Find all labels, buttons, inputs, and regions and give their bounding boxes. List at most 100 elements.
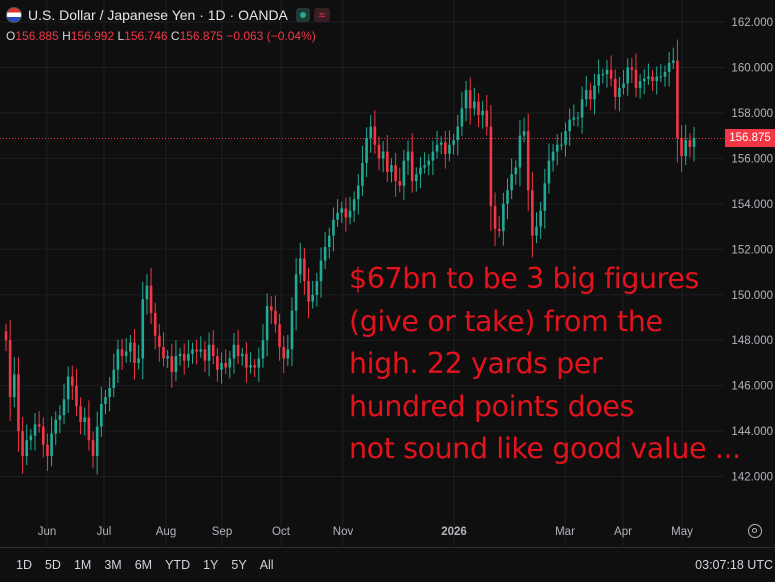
candle-body	[386, 151, 389, 173]
candle-body	[502, 203, 505, 232]
candle-body	[651, 76, 654, 82]
x-tick-label: Mar	[555, 526, 575, 538]
chart-grid	[0, 0, 725, 546]
high-value: 156.992	[70, 29, 115, 43]
candle-body	[224, 362, 227, 368]
candle-body	[622, 83, 625, 88]
y-tick-label: 148.000	[731, 335, 773, 347]
candle-body	[560, 144, 563, 146]
candle-body	[688, 140, 692, 148]
close-label: C	[170, 29, 180, 43]
candle-body	[551, 151, 555, 161]
candle-body	[340, 208, 344, 213]
candle-body	[216, 356, 219, 370]
candle-body	[307, 281, 310, 302]
candle-body	[91, 440, 95, 457]
candle-body	[464, 90, 468, 109]
range-3m[interactable]: 3M	[104, 558, 122, 572]
range-all[interactable]: All	[259, 558, 274, 572]
bottom-divider	[0, 547, 775, 548]
candle-body	[145, 285, 149, 300]
y-tick-label: 144.000	[731, 426, 773, 438]
candle-body	[356, 185, 360, 200]
candle-body	[257, 358, 261, 368]
settings-icon[interactable]	[748, 524, 762, 538]
candle-body	[506, 190, 509, 204]
candle-body	[133, 342, 136, 363]
candle-body	[539, 210, 542, 227]
candle-body	[415, 174, 418, 182]
range-1y[interactable]: 1Y	[203, 558, 219, 572]
candle-body	[261, 340, 265, 359]
candle-body	[282, 347, 285, 359]
last-price-tag: 156.875	[725, 129, 775, 148]
candle-body	[667, 62, 671, 73]
candle-body	[220, 362, 223, 370]
candle-body	[419, 167, 422, 175]
high-label: H	[62, 29, 71, 43]
candle-body	[170, 356, 174, 373]
y-tick-label: 156.000	[731, 153, 773, 165]
candle-body	[348, 210, 352, 218]
candle-body	[116, 349, 120, 370]
candle-body	[124, 351, 128, 357]
symbol-title[interactable]: U.S. Dollar / Japanese Yen · 1D · OANDA	[28, 7, 288, 23]
candle-body	[104, 397, 107, 404]
candle-body	[187, 353, 190, 361]
candle-body	[42, 426, 45, 445]
range-5d[interactable]: 5D	[44, 558, 61, 572]
range-1m[interactable]: 1M	[73, 558, 92, 572]
candle-body	[473, 101, 476, 109]
wave-icon[interactable]: ≈	[313, 8, 330, 22]
candle-body	[510, 174, 513, 191]
candle-body	[547, 160, 551, 184]
candle-body	[71, 376, 74, 386]
change-value: −0.063 (−0.04%)	[226, 29, 316, 43]
candle-body	[336, 212, 339, 220]
range-6m[interactable]: 6M	[134, 558, 153, 572]
candle-body	[572, 117, 576, 120]
candle-body	[352, 199, 356, 211]
x-tick-label: Nov	[333, 526, 354, 538]
candle-body	[62, 399, 66, 416]
x-tick-label: Apr	[614, 526, 632, 538]
candle-body	[642, 78, 646, 82]
candle-body	[46, 444, 49, 457]
candle-body	[178, 353, 182, 357]
candle-body	[315, 281, 319, 295]
candle-body	[311, 294, 314, 302]
annotation-line: hundred points does	[349, 389, 634, 423]
live-dot-icon[interactable]	[295, 8, 310, 22]
candle-body	[452, 140, 455, 145]
candle-body	[489, 126, 493, 207]
candle-body	[29, 435, 33, 441]
candle-body	[618, 87, 621, 98]
candle-body	[108, 387, 111, 398]
candle-body	[319, 260, 323, 282]
candle-body	[365, 137, 368, 163]
y-tick-label: 154.000	[731, 199, 773, 211]
candle-body	[638, 81, 642, 88]
candle-body	[676, 60, 679, 138]
candle-body	[158, 335, 161, 348]
candle-body	[526, 131, 530, 191]
candle-body	[17, 374, 20, 432]
candle-body	[518, 135, 522, 168]
candle-body	[377, 144, 381, 159]
candle-body	[522, 131, 526, 136]
candle-body	[485, 110, 489, 127]
range-ytd[interactable]: YTD	[165, 558, 191, 572]
candle-body	[12, 374, 16, 398]
candle-body	[95, 426, 99, 457]
candle-body	[597, 74, 600, 86]
x-tick-label: May	[671, 526, 693, 538]
candle-body	[129, 342, 132, 352]
candle-body	[493, 206, 497, 229]
candle-body	[373, 126, 377, 145]
candle-body	[448, 144, 451, 154]
range-5y[interactable]: 5Y	[231, 558, 247, 572]
x-tick-label: 2026	[441, 526, 467, 538]
range-1d[interactable]: 1D	[16, 558, 32, 572]
candle-body	[265, 306, 269, 341]
